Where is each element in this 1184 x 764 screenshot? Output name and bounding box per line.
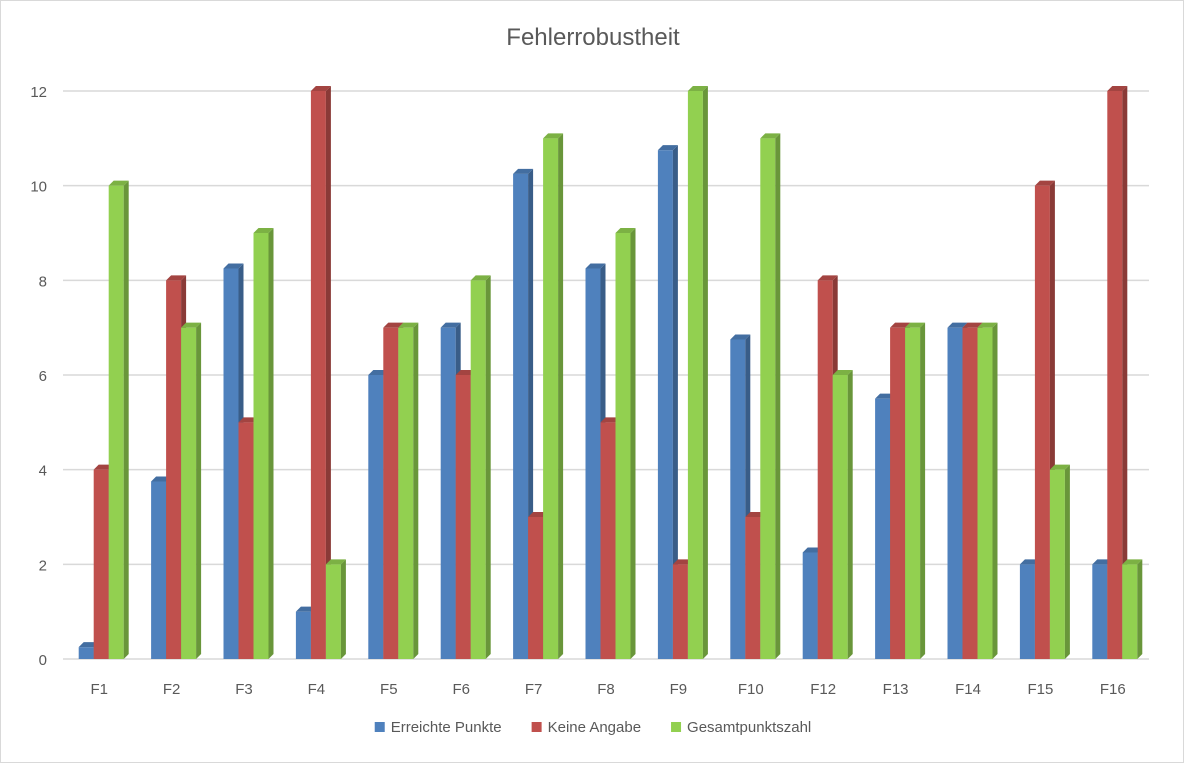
legend-label: Gesamtpunktszahl <box>687 719 811 736</box>
y-axis-ticks: 0 2 4 6 8 10 12 <box>30 84 47 669</box>
x-tick-label: F5 <box>380 681 398 698</box>
bar <box>543 133 564 660</box>
x-tick-label: F2 <box>163 681 181 698</box>
y-tick-label: 12 <box>30 84 47 101</box>
x-tick-label: F4 <box>308 681 326 698</box>
legend-swatch <box>374 722 385 732</box>
chart-title: Fehlerrobustheit <box>506 24 680 51</box>
y-tick-label: 10 <box>30 179 47 196</box>
legend-label: Keine Angabe <box>548 719 641 736</box>
bar <box>905 322 926 659</box>
bar <box>832 370 853 659</box>
legend-swatch <box>671 722 682 732</box>
bar <box>615 228 636 659</box>
x-tick-label: F13 <box>883 681 909 698</box>
bar <box>181 322 202 659</box>
x-tick-label: F9 <box>670 681 688 698</box>
x-tick-label: F12 <box>810 681 836 698</box>
bar <box>470 275 491 659</box>
bar <box>1049 464 1070 659</box>
x-tick-label: F8 <box>597 681 615 698</box>
bar <box>687 86 708 659</box>
bar <box>398 322 419 659</box>
x-axis-ticks: F1 F2 F3 F4 F5 F6 F7 F8 F9 F10 F12 F13 F14 F15 F16 <box>90 681 1125 698</box>
legend-swatch <box>531 722 542 732</box>
bars-layer <box>78 86 1143 660</box>
legend: Erreichte Punkte Keine Angabe Gesamtpunkts… <box>374 719 811 736</box>
bar <box>760 133 781 660</box>
bar <box>253 228 274 659</box>
x-tick-label: F6 <box>452 681 470 698</box>
bar <box>325 559 346 659</box>
x-tick-label: F16 <box>1100 681 1126 698</box>
legend-item: Erreichte Punkte <box>374 719 502 736</box>
x-tick-label: F1 <box>90 681 108 698</box>
y-tick-label: 2 <box>39 557 47 574</box>
y-tick-label: 4 <box>39 463 47 480</box>
legend-label: Erreichte Punkte <box>391 719 502 736</box>
bar <box>1122 559 1143 659</box>
legend-item: Gesamtpunktszahl <box>671 719 811 736</box>
y-tick-label: 0 <box>39 652 47 669</box>
y-tick-label: 8 <box>39 273 47 290</box>
bar <box>657 145 678 659</box>
legend-item: Keine Angabe <box>531 719 641 736</box>
y-tick-label: 6 <box>39 368 47 385</box>
bar <box>1107 86 1128 659</box>
bar <box>310 86 331 659</box>
x-tick-label: F3 <box>235 681 253 698</box>
bar <box>977 322 998 659</box>
x-tick-label: F14 <box>955 681 981 698</box>
x-tick-label: F15 <box>1027 681 1053 698</box>
x-tick-label: F10 <box>738 681 764 698</box>
bar <box>108 180 129 659</box>
x-tick-label: F7 <box>525 681 543 698</box>
